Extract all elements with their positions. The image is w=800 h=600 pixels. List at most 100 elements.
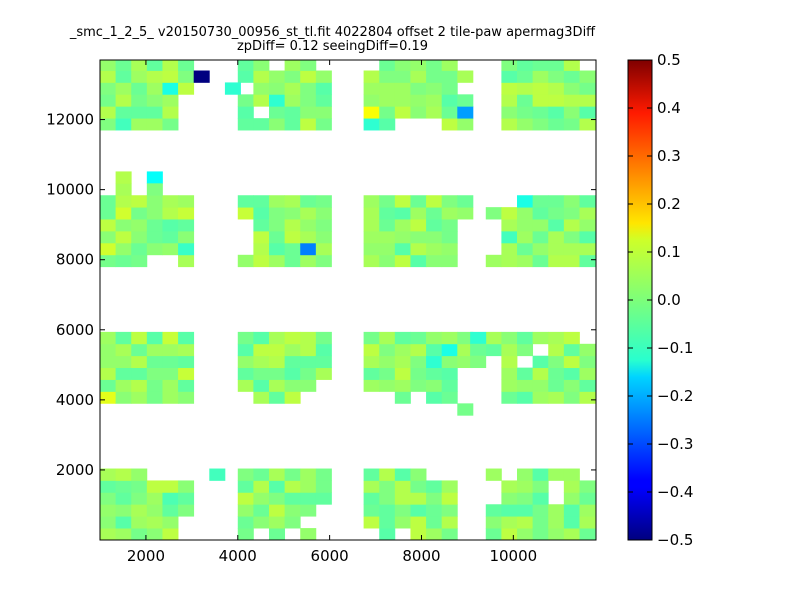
heatmap-cell <box>485 331 502 345</box>
heatmap-cell <box>517 242 534 256</box>
heatmap-cell <box>253 230 270 244</box>
heatmap-cell <box>457 403 474 416</box>
heatmap-cell <box>269 82 286 95</box>
heatmap-cell <box>363 516 380 529</box>
heatmap-cell <box>441 118 458 131</box>
heatmap-cell <box>237 516 254 529</box>
heatmap-cell <box>162 492 179 505</box>
heatmap-cell <box>379 195 396 208</box>
heatmap-cell <box>501 504 518 517</box>
heatmap-cell <box>563 195 580 208</box>
heatmap-cell <box>253 367 270 380</box>
heatmap-cell <box>100 254 117 268</box>
heatmap-cell <box>501 254 518 268</box>
heatmap-cell <box>162 70 179 83</box>
heatmap-cell <box>146 94 163 107</box>
heatmap-cell <box>284 82 301 95</box>
heatmap-cell <box>146 480 163 493</box>
heatmap-cell <box>457 355 474 369</box>
heatmap-cell <box>517 367 534 380</box>
heatmap-cell <box>532 492 549 505</box>
heatmap-cell <box>501 219 518 232</box>
heatmap-cell <box>146 379 163 392</box>
heatmap-cell <box>441 516 458 529</box>
heatmap-cell <box>237 60 254 71</box>
heatmap-cell <box>517 60 534 71</box>
heatmap-cell <box>300 331 317 345</box>
heatmap-cell <box>517 480 534 493</box>
heatmap-cell <box>100 355 117 369</box>
heatmap-cell <box>162 331 179 345</box>
heatmap-cell <box>269 195 286 208</box>
heatmap-cell <box>485 254 502 268</box>
heatmap-cell <box>563 331 580 345</box>
heatmap-cell <box>563 468 580 481</box>
heatmap-cell <box>548 355 565 369</box>
heatmap-cell <box>146 195 163 208</box>
heatmap-cell <box>115 230 132 244</box>
heatmap-cell <box>394 331 411 345</box>
heatmap-cell <box>284 379 301 392</box>
heatmap-cell <box>100 391 117 404</box>
heatmap-cell <box>394 343 411 357</box>
heatmap-cell <box>269 106 286 119</box>
heatmap-cell <box>100 492 117 505</box>
heatmap-cell <box>410 207 427 220</box>
heatmap-cell <box>269 355 286 369</box>
heatmap-cell <box>426 492 443 505</box>
heatmap-cell <box>315 331 332 345</box>
heatmap-cell <box>269 468 286 481</box>
heatmap-cell <box>237 118 254 131</box>
heatmap-cell <box>363 468 380 481</box>
heatmap-cell <box>363 82 380 95</box>
heatmap-cell <box>237 195 254 208</box>
heatmap-cell <box>394 391 411 404</box>
heatmap-cell <box>237 355 254 369</box>
heatmap-cell <box>237 367 254 380</box>
heatmap-cell <box>532 331 549 345</box>
heatmap-cell <box>379 94 396 107</box>
heatmap-cells <box>100 60 596 541</box>
heatmap-cell <box>548 331 565 345</box>
heatmap-cell <box>131 480 148 493</box>
heatmap-cell <box>115 94 132 107</box>
heatmap-cell <box>548 230 565 244</box>
heatmap-cell <box>501 492 518 505</box>
heatmap-cell <box>300 254 317 268</box>
heatmap-cell <box>501 379 518 392</box>
heatmap-cell <box>209 468 226 481</box>
y-tick-label: 10000 <box>46 181 94 199</box>
heatmap-cell <box>410 242 427 256</box>
heatmap-cell <box>426 207 443 220</box>
heatmap-cell <box>363 118 380 131</box>
heatmap-cell <box>146 70 163 83</box>
heatmap-cell <box>457 118 474 131</box>
heatmap-cell <box>300 195 317 208</box>
heatmap-cell <box>563 118 580 131</box>
heatmap-cell <box>426 106 443 119</box>
heatmap-cell <box>315 367 332 380</box>
heatmap-cell <box>501 242 518 256</box>
heatmap-cell <box>441 367 458 380</box>
heatmap-cell <box>115 70 132 83</box>
heatmap-cell <box>237 528 254 541</box>
colorbar-tick-label: 0.4 <box>657 99 681 117</box>
x-tick-label: 10000 <box>489 547 537 565</box>
heatmap-cell <box>269 219 286 232</box>
heatmap-cell <box>162 516 179 529</box>
heatmap-cell <box>131 60 148 71</box>
heatmap-cell <box>410 379 427 392</box>
heatmap-cell <box>532 106 549 119</box>
heatmap-cell <box>178 230 195 244</box>
heatmap-cell <box>269 379 286 392</box>
heatmap-cell <box>517 219 534 232</box>
heatmap-cell <box>563 492 580 505</box>
heatmap-cell <box>115 207 132 220</box>
heatmap-cell <box>426 195 443 208</box>
heatmap-cell <box>563 391 580 404</box>
heatmap-cell <box>146 492 163 505</box>
heatmap-cell <box>426 343 443 357</box>
heatmap-cell <box>379 367 396 380</box>
heatmap-cell <box>300 355 317 369</box>
